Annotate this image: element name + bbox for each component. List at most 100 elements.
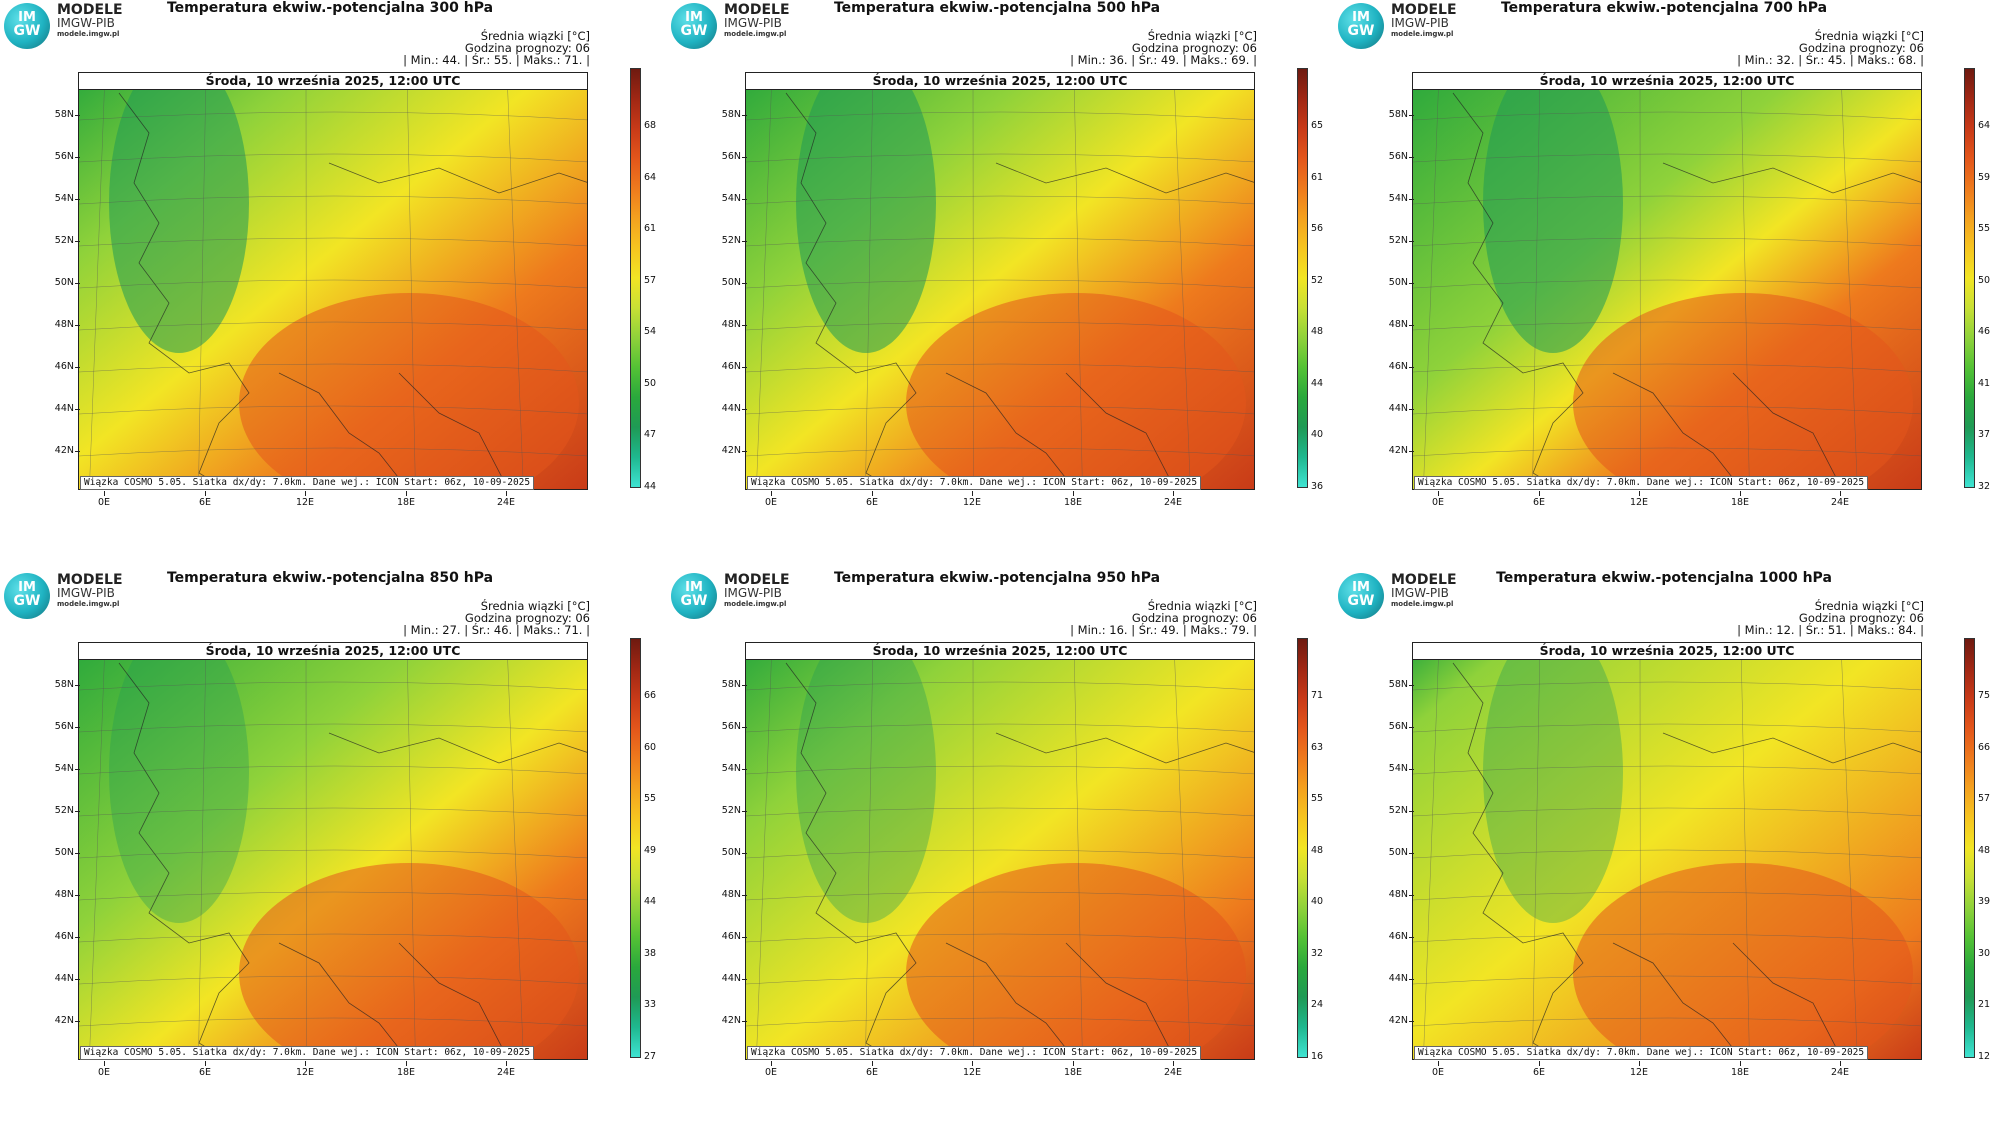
colorbar-tick: 71 xyxy=(1311,690,1324,701)
longitude-line xyxy=(198,73,207,489)
brand-block: MODELE IMGW-PIB modele.imgw.pl xyxy=(57,3,123,39)
colorbar-tick: 56 xyxy=(1311,223,1324,234)
lon-label: 6E xyxy=(185,491,225,508)
latitude-line xyxy=(1413,1017,1921,1027)
warm-airmass xyxy=(906,863,1246,1059)
cold-airmass xyxy=(109,73,249,353)
colorbar-tick: 54 xyxy=(644,326,657,337)
latitude-line xyxy=(746,891,1254,901)
imgw-logo-icon: IM GW xyxy=(1338,573,1384,619)
brand-url: modele.imgw.pl xyxy=(1391,30,1454,38)
lat-label: 58N xyxy=(48,110,80,120)
valid-datetime: Środa, 10 września 2025, 12:00 UTC xyxy=(745,642,1255,660)
colorbar-tick: 64 xyxy=(644,171,657,183)
lon-label: 6E xyxy=(1519,1061,1559,1078)
lon-label: 18E xyxy=(386,491,426,508)
colorbar-tick: 65 xyxy=(1311,120,1324,131)
temperature-map[interactable] xyxy=(745,642,1255,1060)
colorbar-tick: 40 xyxy=(1311,896,1324,907)
temperature-map[interactable] xyxy=(78,72,588,490)
latitude-line xyxy=(1413,849,1921,859)
brand-block: MODELE IMGW-PIB modele.imgw.pl xyxy=(1391,573,1457,609)
forecast-hour-label: Godzina prognozy: 06 xyxy=(464,611,590,625)
temperature-map[interactable] xyxy=(745,72,1255,490)
lat-label: 54N xyxy=(1382,764,1414,774)
lon-label: 6E xyxy=(852,491,892,508)
lat-label: 42N xyxy=(1382,446,1414,456)
lat-label: 48N xyxy=(48,890,80,900)
lon-label: 6E xyxy=(852,1061,892,1078)
lat-label: 58N xyxy=(48,680,80,690)
brand-institute: IMGW-PIB xyxy=(1391,16,1449,30)
latitude-line xyxy=(746,195,1254,205)
imgw-logo-icon: IM GW xyxy=(1338,3,1384,49)
country-borders xyxy=(785,92,1254,489)
lat-label: 52N xyxy=(1382,806,1414,816)
brand-block: MODELE IMGW-PIB modele.imgw.pl xyxy=(724,3,790,39)
latitude-line xyxy=(1413,891,1921,901)
latitude-line xyxy=(746,765,1254,775)
colorbar-tick: 33 xyxy=(644,999,657,1010)
latitude-line xyxy=(1413,405,1921,415)
colorbar-tick: 48 xyxy=(1311,844,1324,856)
brand-name: MODELE xyxy=(724,2,790,18)
latitude-line xyxy=(1413,723,1921,733)
latitude-line xyxy=(746,681,1254,691)
temperature-map[interactable] xyxy=(1412,642,1922,1060)
temperature-map[interactable] xyxy=(1412,72,1922,490)
latitude-line xyxy=(79,849,587,859)
forecast-hour-label: Godzina prognozy: 06 xyxy=(1798,611,1924,625)
lon-label: 18E xyxy=(386,1061,426,1078)
brand-institute: IMGW-PIB xyxy=(1391,586,1449,600)
longitude-line xyxy=(89,73,106,489)
lat-label: 46N xyxy=(715,932,747,942)
lat-label: 46N xyxy=(1382,362,1414,372)
lat-label: 44N xyxy=(1382,404,1414,414)
lat-label: 50N xyxy=(48,848,80,858)
latitude-line xyxy=(1413,447,1921,457)
longitude-line xyxy=(406,73,416,489)
brand-url: modele.imgw.pl xyxy=(57,600,120,608)
longitude-line xyxy=(506,73,524,489)
colorbar-tick: 63 xyxy=(1311,741,1324,753)
logo-badge-top: IM xyxy=(1352,10,1370,25)
longitude-line xyxy=(756,643,773,1059)
logo-badge-top: IM xyxy=(18,10,36,25)
latitude-line xyxy=(746,153,1254,163)
longitude-line xyxy=(1532,643,1541,1059)
country-borders xyxy=(1452,92,1921,489)
lat-label: 46N xyxy=(48,932,80,942)
latitude-line xyxy=(1413,195,1921,205)
model-footer: Wiązka COSMO 5.05. Siatka dx/dy: 7.0km. … xyxy=(1414,1046,1869,1060)
lat-label: 50N xyxy=(1382,848,1414,858)
lat-label: 44N xyxy=(715,404,747,414)
lat-label: 48N xyxy=(1382,890,1414,900)
lon-label: 12E xyxy=(285,1061,325,1078)
colorbar-tick: 37 xyxy=(1978,429,1991,440)
latitude-line xyxy=(1413,321,1921,331)
colorbar-tick: 48 xyxy=(1978,844,1991,856)
lon-label: 0E xyxy=(1418,491,1458,508)
colorbar-tick: 55 xyxy=(1311,793,1324,804)
lon-label: 24E xyxy=(1820,1061,1860,1078)
lon-label: 24E xyxy=(1153,491,1193,508)
warm-airmass xyxy=(906,293,1246,489)
forecast-panel: IM GW MODELE IMGW-PIB modele.imgw.pl Temperat… xyxy=(0,0,667,560)
country-borders xyxy=(118,662,587,1059)
lat-label: 42N xyxy=(715,1016,747,1026)
brand-institute: IMGW-PIB xyxy=(57,586,115,600)
temperature-map[interactable] xyxy=(78,642,588,1060)
avg-unit-label: Średnia wiązki [°C] xyxy=(480,599,590,613)
colorbar xyxy=(1297,68,1308,488)
latitude-line xyxy=(79,195,587,205)
forecast-hour-label: Godzina prognozy: 06 xyxy=(1131,611,1257,625)
colorbar-tick: 68 xyxy=(644,120,657,131)
country-borders xyxy=(1452,662,1921,1059)
brand-name: MODELE xyxy=(1391,572,1457,588)
lon-label: 0E xyxy=(84,1061,124,1078)
brand-name: MODELE xyxy=(57,572,123,588)
colorbar-tick: 32 xyxy=(1978,480,1991,492)
panel-title: Temperatura ekwiw.-potencjalna 300 hPa xyxy=(166,0,494,16)
forecast-panel: IM GW MODELE IMGW-PIB modele.imgw.pl Temperat… xyxy=(1334,0,2000,560)
cold-airmass xyxy=(796,643,936,923)
